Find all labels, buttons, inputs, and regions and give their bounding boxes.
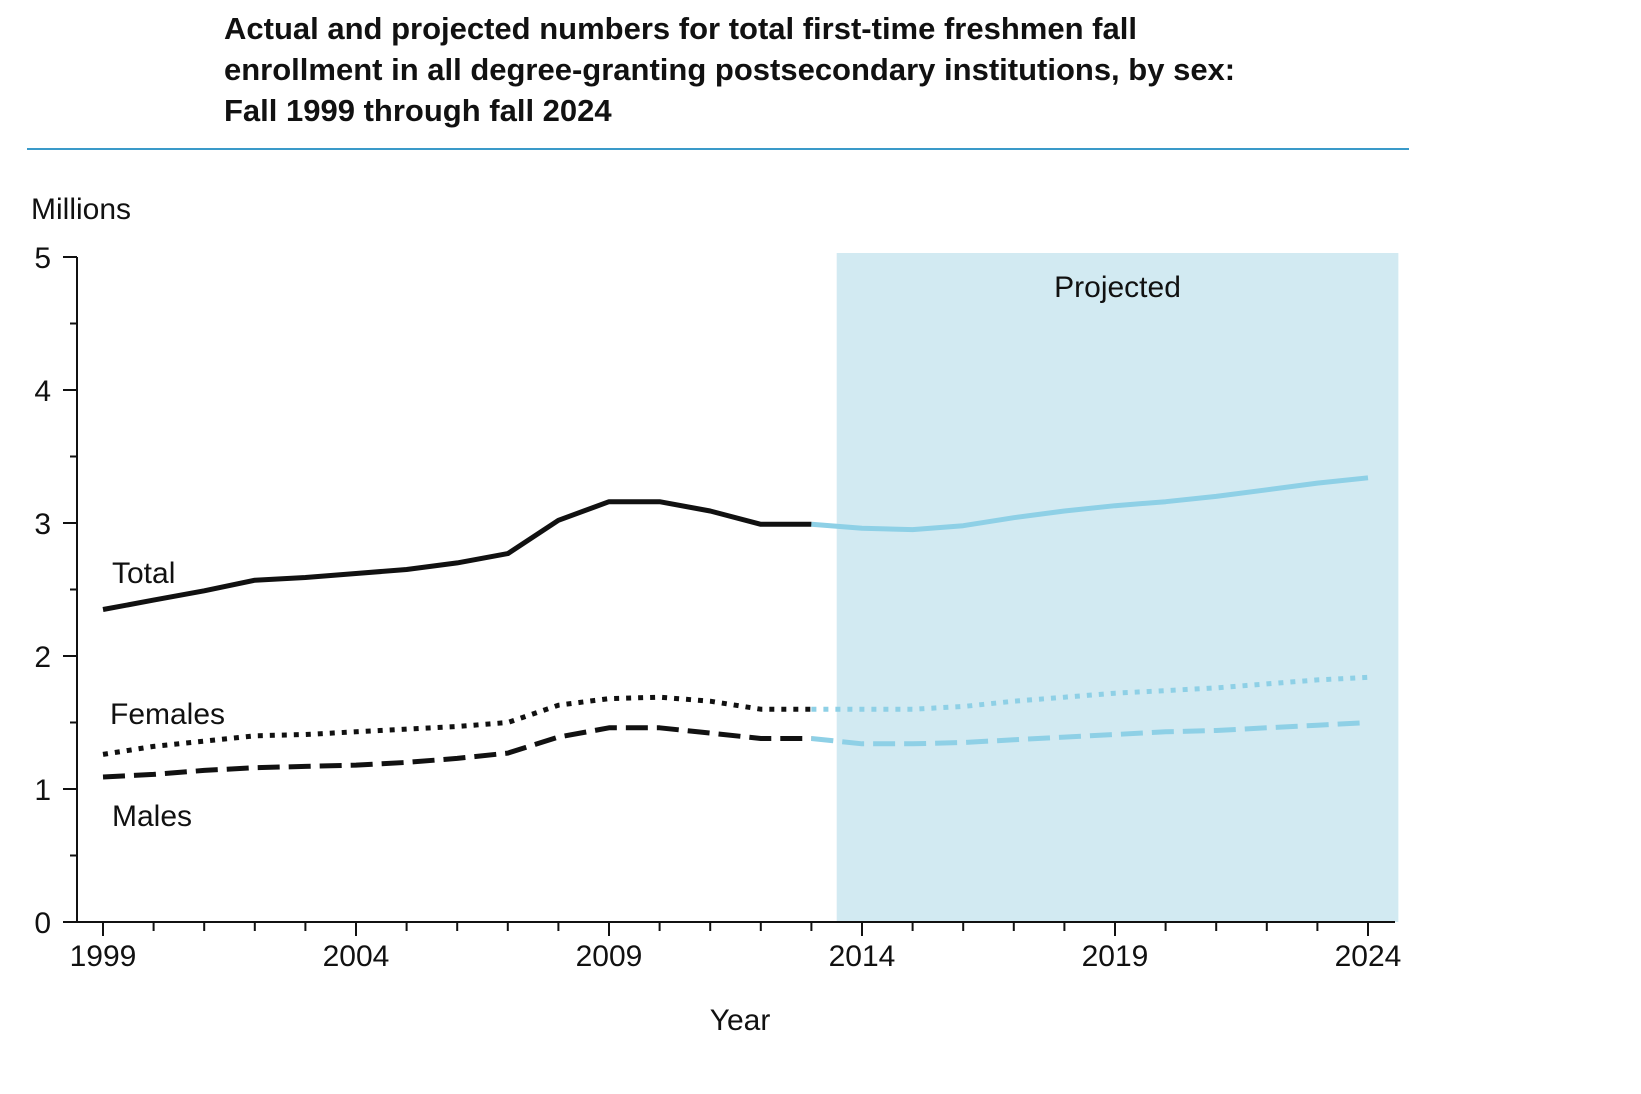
y-tick-label: 1 — [34, 774, 51, 807]
y-axis-label: Millions — [31, 193, 131, 226]
x-tick-label: 1999 — [70, 940, 137, 973]
series-label-males: Males — [112, 800, 192, 833]
projected-region-label: Projected — [1054, 271, 1181, 304]
y-tick-label: 0 — [34, 907, 51, 940]
x-tick-label: 2004 — [323, 940, 390, 973]
axes: 0 1 2 3 4 5 1999 2004 2009 2014 2019 2024 — [34, 242, 1401, 973]
series-males-projected-line — [811, 720, 1369, 747]
projected-region — [836, 253, 1399, 922]
x-tick-label: 2019 — [1082, 940, 1149, 973]
x-tick-label: 2024 — [1335, 940, 1402, 973]
x-axis-label: Year — [710, 1004, 771, 1037]
chart-title-line-2: enrollment in all degree-granting postse… — [224, 52, 1236, 87]
series-males-actual-line — [102, 725, 812, 780]
y-tick-label: 2 — [34, 641, 51, 674]
series-label-total: Total — [112, 557, 175, 590]
x-tick-label: 2014 — [829, 940, 896, 973]
title-divider — [27, 148, 1409, 150]
series-label-females: Females — [110, 698, 225, 731]
y-tick-label: 5 — [34, 242, 51, 275]
chart-title-line-1: Actual and projected numbers for total f… — [224, 11, 1137, 46]
series-total-actual-line — [102, 499, 812, 612]
series-layer — [102, 475, 1369, 780]
series-females-projected-line — [811, 674, 1369, 712]
y-tick-label: 3 — [34, 508, 51, 541]
chart-title-line-3: Fall 1999 through fall 2024 — [224, 93, 612, 128]
y-tick-label: 4 — [34, 375, 51, 408]
series-total-projected-line — [811, 475, 1369, 533]
chart-title: Actual and projected numbers for total f… — [224, 8, 1404, 131]
x-tick-label: 2009 — [576, 940, 643, 973]
